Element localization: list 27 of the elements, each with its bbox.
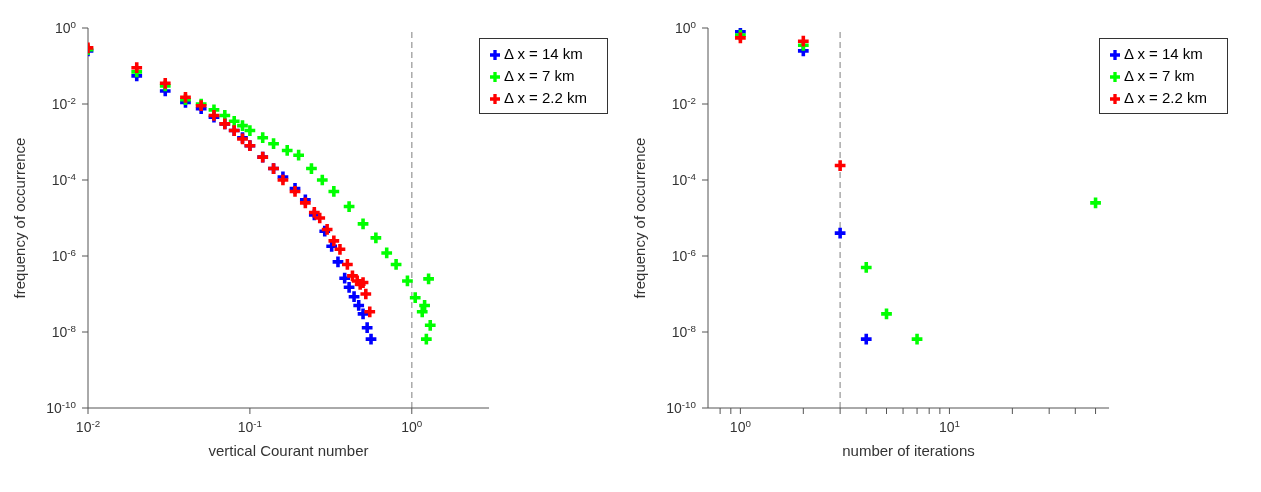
x-tick-label: 10$^{-2}$ (75, 417, 101, 435)
y-tick-label: 10$^{-2}$ (671, 94, 696, 112)
y-tick-label: 10$^{-8}$ (671, 322, 697, 340)
legend-label: Δ x = 7 km (504, 67, 575, 84)
x-tick-label: 10$^{0}$ (401, 417, 423, 435)
legend-label: Δ x = 14 km (504, 45, 583, 62)
y-tick-label: 10$^{-4}$ (51, 170, 77, 188)
y-tick-label: 10$^{-10}$ (666, 398, 697, 416)
y-tick-label: 10$^{0}$ (54, 18, 77, 36)
y-tick-label: 10$^{-10}$ (46, 398, 77, 416)
x-tick-label: 10$^{1}$ (938, 417, 960, 435)
y-tick-label: 10$^{-8}$ (51, 322, 77, 340)
y-tick-label: 10$^{-6}$ (671, 246, 697, 264)
x-axis-title: number of iterations (842, 442, 975, 459)
x-axis-title: vertical Courant number (208, 442, 369, 459)
y-axis-title: frequency of occurrence (631, 137, 649, 299)
y-tick-label: 10$^{-2}$ (51, 94, 76, 112)
y-tick-label: 10$^{0}$ (674, 18, 697, 36)
legend-label: Δ x = 2.2 km (504, 89, 587, 106)
legend-label: Δ x = 14 km (1124, 45, 1203, 62)
y-tick-label: 10$^{-6}$ (51, 246, 77, 264)
y-axis-title: frequency of occurrence (11, 137, 29, 299)
y-tick-label: 10$^{-4}$ (671, 170, 697, 188)
x-tick-label: 10$^{0}$ (729, 417, 752, 435)
legend-label: Δ x = 7 km (1124, 67, 1195, 84)
legend-label: Δ x = 2.2 km (1124, 89, 1207, 106)
x-tick-label: 10$^{-1}$ (237, 417, 263, 435)
